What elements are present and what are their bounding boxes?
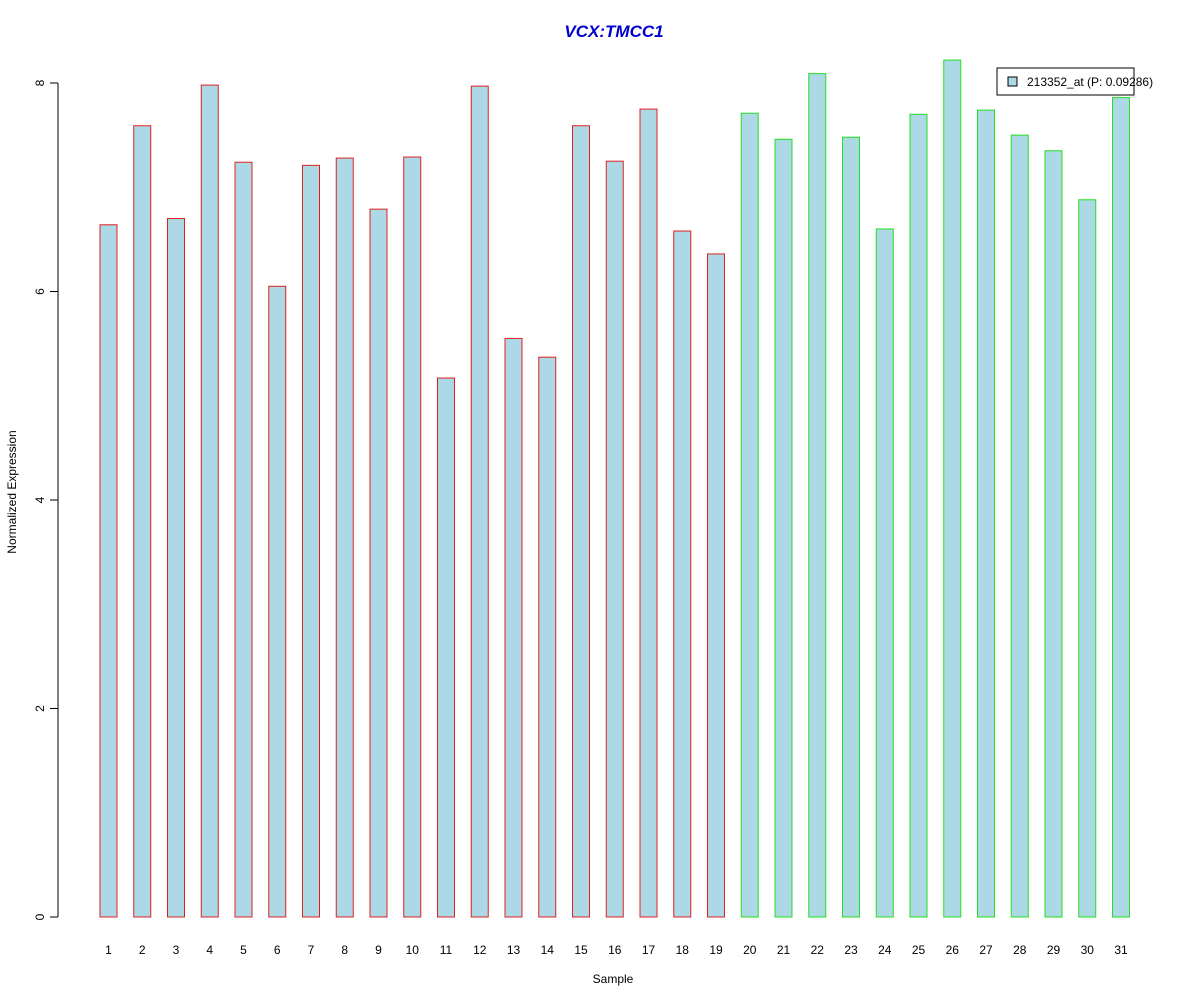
x-tick-label: 21: [777, 943, 791, 957]
x-axis-tick-labels: 1 2 3 4 5 6 7 8 9 10 11 12 13 14 15 16 17 18 19 20 21 22 23 24 2…: [105, 943, 1128, 957]
bar-sample-18: [673, 230, 692, 918]
bar-sample-26: [943, 59, 962, 918]
bar-sample-30: [1078, 199, 1097, 918]
bar-sample-3: [167, 218, 185, 918]
bar-sample-12: [470, 85, 489, 918]
x-tick-label: 28: [1013, 943, 1027, 957]
bar-sample-28: [1010, 134, 1029, 918]
x-tick-label: 14: [541, 943, 555, 957]
x-tick-label: 9: [375, 943, 382, 957]
legend-box: [996, 67, 1135, 96]
bar-sample-24: [875, 228, 894, 918]
bars-group: [99, 59, 1130, 918]
x-axis-label: Sample: [593, 972, 634, 986]
x-tick-label: 23: [844, 943, 858, 957]
x-tick-label: 1: [105, 943, 112, 957]
x-tick-label: 7: [308, 943, 315, 957]
x-tick-label: 16: [608, 943, 622, 957]
bar-sample-7: [302, 164, 320, 918]
bar-sample-22: [808, 73, 827, 918]
x-tick-label: 8: [341, 943, 348, 957]
bar-sample-2: [133, 125, 152, 918]
x-tick-label: 6: [274, 943, 281, 957]
x-tick-label: 17: [642, 943, 656, 957]
bar-sample-19: [707, 253, 725, 918]
x-tick-label: 26: [946, 943, 960, 957]
bar-sample-25: [909, 113, 928, 918]
x-tick-label: 25: [912, 943, 926, 957]
bar-sample-20: [740, 112, 759, 918]
x-tick-label: 24: [878, 943, 892, 957]
x-tick-label: 12: [473, 943, 487, 957]
y-tick-label: 6: [33, 288, 47, 295]
x-tick-label: 29: [1047, 943, 1061, 957]
bar-sample-4: [200, 84, 219, 918]
x-tick-label: 4: [206, 943, 213, 957]
legend-swatch: [1007, 76, 1018, 87]
legend-label: 213352_at (P: 0.09286): [1027, 75, 1153, 89]
x-tick-label: 27: [979, 943, 993, 957]
x-tick-label: 15: [574, 943, 588, 957]
x-tick-label: 22: [811, 943, 825, 957]
y-tick-label: 4: [33, 496, 47, 503]
x-tick-label: 2: [139, 943, 146, 957]
y-tick-label: 8: [33, 79, 47, 86]
bar-sample-9: [369, 208, 388, 918]
bar-sample-14: [538, 356, 557, 918]
x-tick-label: 20: [743, 943, 757, 957]
x-tick-label: 31: [1114, 943, 1128, 957]
bar-sample-31: [1112, 97, 1130, 918]
x-tick-label: 11: [440, 943, 453, 957]
bar-sample-13: [504, 337, 523, 918]
bar-sample-27: [977, 109, 995, 918]
bar-sample-1: [99, 224, 118, 918]
bar-sample-21: [774, 138, 793, 918]
bar-sample-15: [572, 125, 590, 918]
x-tick-label: 5: [240, 943, 247, 957]
bar-sample-6: [268, 285, 287, 918]
bar-sample-23: [842, 136, 860, 918]
bar-sample-8: [335, 157, 354, 918]
legend: 213352_at (P: 0.09286): [996, 67, 1153, 96]
y-tick-label: 0: [33, 913, 47, 920]
x-tick-label: 18: [676, 943, 690, 957]
chart-title: VCX:TMCC1: [564, 22, 663, 41]
x-tick-label: 10: [406, 943, 420, 957]
x-tick-label: 19: [709, 943, 723, 957]
bar-sample-5: [234, 161, 253, 918]
x-tick-label: 30: [1081, 943, 1095, 957]
bar-sample-10: [403, 156, 422, 918]
y-tick-label: 2: [33, 705, 47, 712]
bar-sample-11: [437, 377, 455, 918]
x-tick-label: 13: [507, 943, 521, 957]
x-tick-label: 3: [173, 943, 180, 957]
bar-sample-16: [605, 160, 624, 918]
bar-sample-29: [1044, 150, 1063, 918]
y-axis-ticks: 0 2 4 6 8: [33, 79, 58, 920]
y-axis-label: Normalized Expression: [5, 430, 19, 553]
bar-sample-17: [639, 108, 658, 918]
